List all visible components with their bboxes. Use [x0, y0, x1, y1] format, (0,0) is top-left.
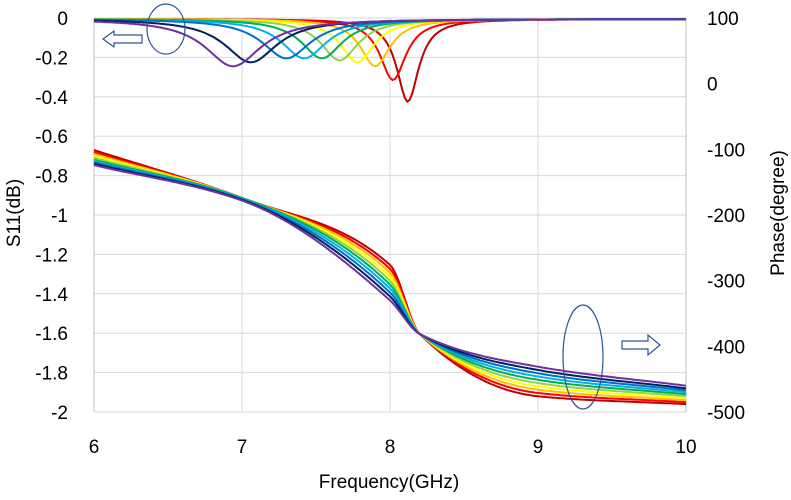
arrow-right-icon [621, 333, 661, 357]
y-left-tick-label: -0.4 [35, 88, 68, 109]
y-right-axis-title: Phase(degree) [768, 150, 789, 276]
y-left-tick-label: -0.8 [35, 167, 68, 188]
y-left-axis-title: S11(dB) [4, 179, 25, 247]
s11-curve [94, 18, 686, 68]
y-right-tick-label: 100 [707, 9, 739, 30]
y-right-tick-label: 0 [707, 75, 718, 96]
y-left-tick-label: -0.6 [35, 127, 68, 148]
right-group-ellipse [562, 304, 604, 410]
x-tick-label: 7 [237, 437, 248, 458]
x-axis-title: Frequency(GHz) [319, 472, 459, 493]
x-tick-label: 9 [533, 437, 544, 458]
y-right-tick-label: -200 [707, 206, 745, 227]
arrow-left-icon [101, 29, 143, 49]
y-right-tick-label: -300 [707, 272, 745, 293]
ticks: 6 7 8 9 100-0.2-0.4-0.6-0.8-1-1.2-1.4-1.6-1.… [35, 9, 745, 458]
x-tick-label: 6 [89, 437, 100, 458]
x-tick-label: 10 [675, 437, 696, 458]
y-left-tick-label: -1.2 [35, 245, 68, 266]
y-left-tick-label: -0.2 [35, 48, 68, 69]
y-left-tick-label: -1 [51, 206, 68, 227]
left-group-ellipse [146, 3, 186, 55]
y-right-tick-label: -400 [707, 337, 745, 358]
y-right-tick-label: -500 [707, 403, 745, 424]
y-left-tick-label: -1.8 [35, 364, 68, 385]
series-layer [93, 18, 687, 406]
y-left-tick-label: -1.4 [35, 285, 68, 306]
y-left-tick-label: -2 [51, 403, 68, 424]
y-right-tick-label: -100 [707, 140, 745, 161]
y-left-tick-label: 0 [57, 9, 68, 30]
y-left-tick-label: -1.6 [35, 324, 68, 345]
x-tick-label: 8 [385, 437, 396, 458]
phase-curve [93, 164, 687, 387]
